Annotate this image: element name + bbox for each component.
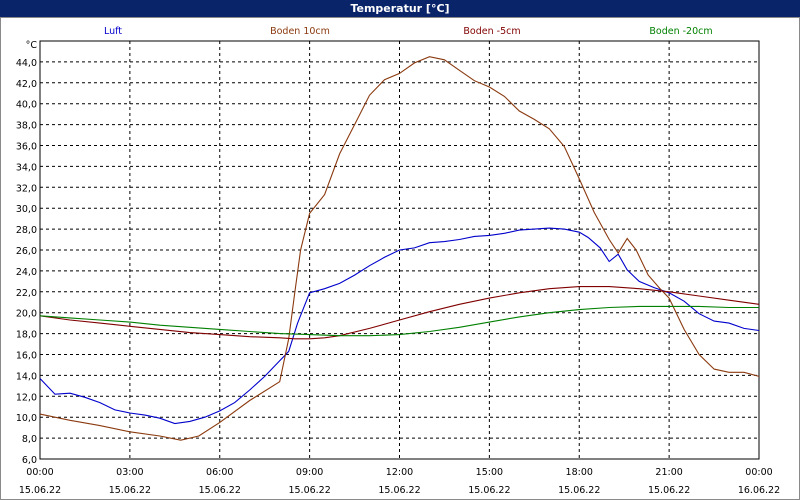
y-tick-label: 24,0: [16, 267, 37, 278]
x-tick-date: 16.06.22: [738, 485, 780, 496]
y-tick-label: 12,0: [16, 392, 37, 403]
y-tick-label: 40,0: [16, 100, 37, 111]
series-line-boden-20cm: [39, 305, 759, 337]
x-tick-date: 15.06.22: [378, 485, 420, 496]
y-tick-label: 16,0: [16, 351, 37, 362]
x-tick-time: 09:00: [296, 467, 323, 478]
x-tick-time: 06:00: [206, 467, 233, 478]
y-tick-label: 18,0: [16, 330, 37, 341]
x-tick-time: 03:00: [116, 467, 143, 478]
y-tick-label: 6,0: [22, 455, 37, 466]
x-tick-date: 15.06.22: [288, 485, 330, 496]
chart-title: Temperatur [°C]: [0, 0, 800, 17]
series-line-boden-10cm: [39, 56, 760, 441]
y-tick-label: 30,0: [16, 204, 37, 215]
x-tick-date: 15.06.22: [468, 485, 510, 496]
legend-entry: Boden -20cm: [649, 26, 712, 37]
y-tick-label: 32,0: [16, 183, 37, 194]
x-tick-time: 00:00: [26, 467, 53, 478]
y-tick-label: 26,0: [16, 246, 37, 257]
y-tick-label: 38,0: [16, 121, 37, 132]
legend-entry: Boden 10cm: [270, 26, 330, 37]
y-tick-label: 8,0: [22, 434, 37, 445]
y-tick-label: 34,0: [16, 162, 37, 173]
plot-area-border: [39, 40, 760, 460]
series-line-boden-5cm: [39, 286, 760, 340]
x-tick-date: 15.06.22: [648, 485, 690, 496]
series-line-luft: [39, 227, 760, 425]
x-tick-date: 15.06.22: [19, 485, 61, 496]
y-unit-label: °C: [26, 40, 38, 51]
x-tick-time: 15:00: [476, 467, 503, 478]
x-tick-date: 15.06.22: [109, 485, 151, 496]
legend-entry: Boden -5cm: [463, 26, 520, 37]
y-tick-label: 36,0: [16, 142, 37, 153]
y-tick-label: 20,0: [16, 309, 37, 320]
y-tick-label: 22,0: [16, 288, 37, 299]
temperature-chart: 6,0 8,0 10,0 12,0 14,0 16,0 18,0 20,0 22,0 24,0 26…: [16, 26, 780, 496]
y-tick-label: 44,0: [16, 58, 37, 69]
y-tick-label: 14,0: [16, 371, 37, 382]
legend-entry: Luft: [104, 26, 122, 37]
x-tick-time: 00:00: [745, 467, 772, 478]
x-tick-time: 21:00: [655, 467, 682, 478]
y-tick-label: 42,0: [16, 79, 37, 90]
x-tick-time: 18:00: [566, 467, 593, 478]
x-tick-date: 15.06.22: [199, 485, 241, 496]
x-tick-date: 15.06.22: [558, 485, 600, 496]
y-tick-label: 10,0: [16, 413, 37, 424]
y-tick-label: 28,0: [16, 225, 37, 236]
x-tick-time: 12:00: [386, 467, 413, 478]
